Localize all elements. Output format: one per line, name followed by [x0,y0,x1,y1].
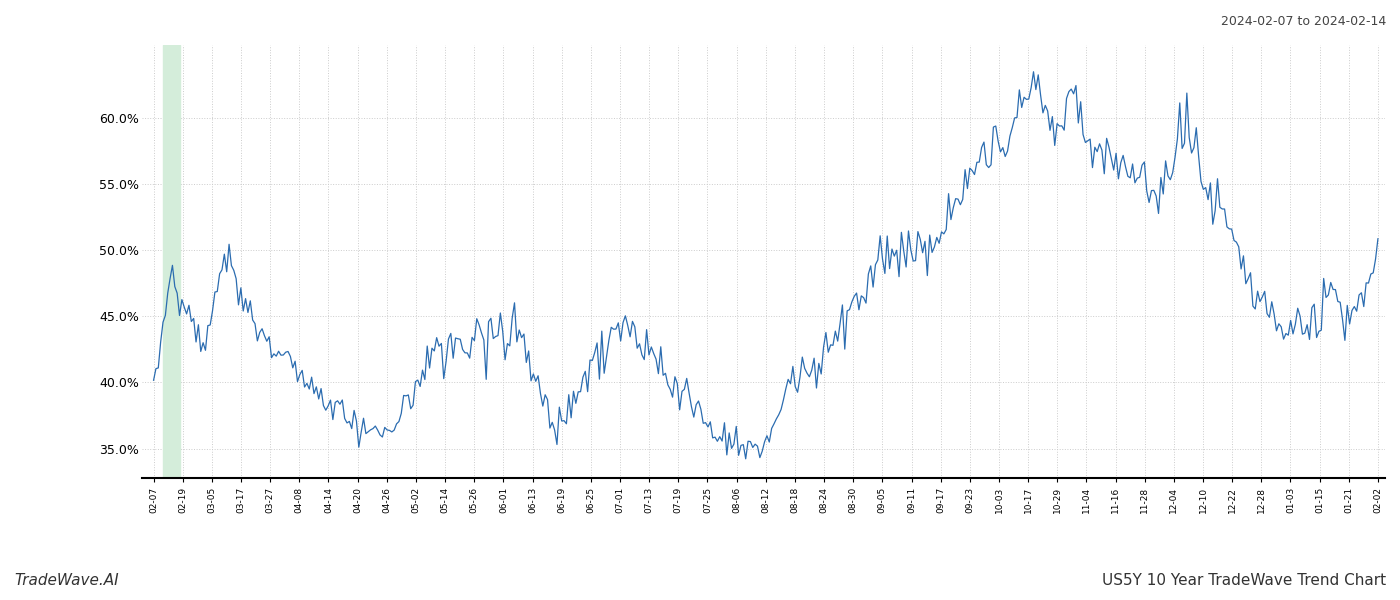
Text: 2024-02-07 to 2024-02-14: 2024-02-07 to 2024-02-14 [1221,15,1386,28]
Text: TradeWave.AI: TradeWave.AI [14,573,119,588]
Text: US5Y 10 Year TradeWave Trend Chart: US5Y 10 Year TradeWave Trend Chart [1102,573,1386,588]
Bar [162,45,179,478]
